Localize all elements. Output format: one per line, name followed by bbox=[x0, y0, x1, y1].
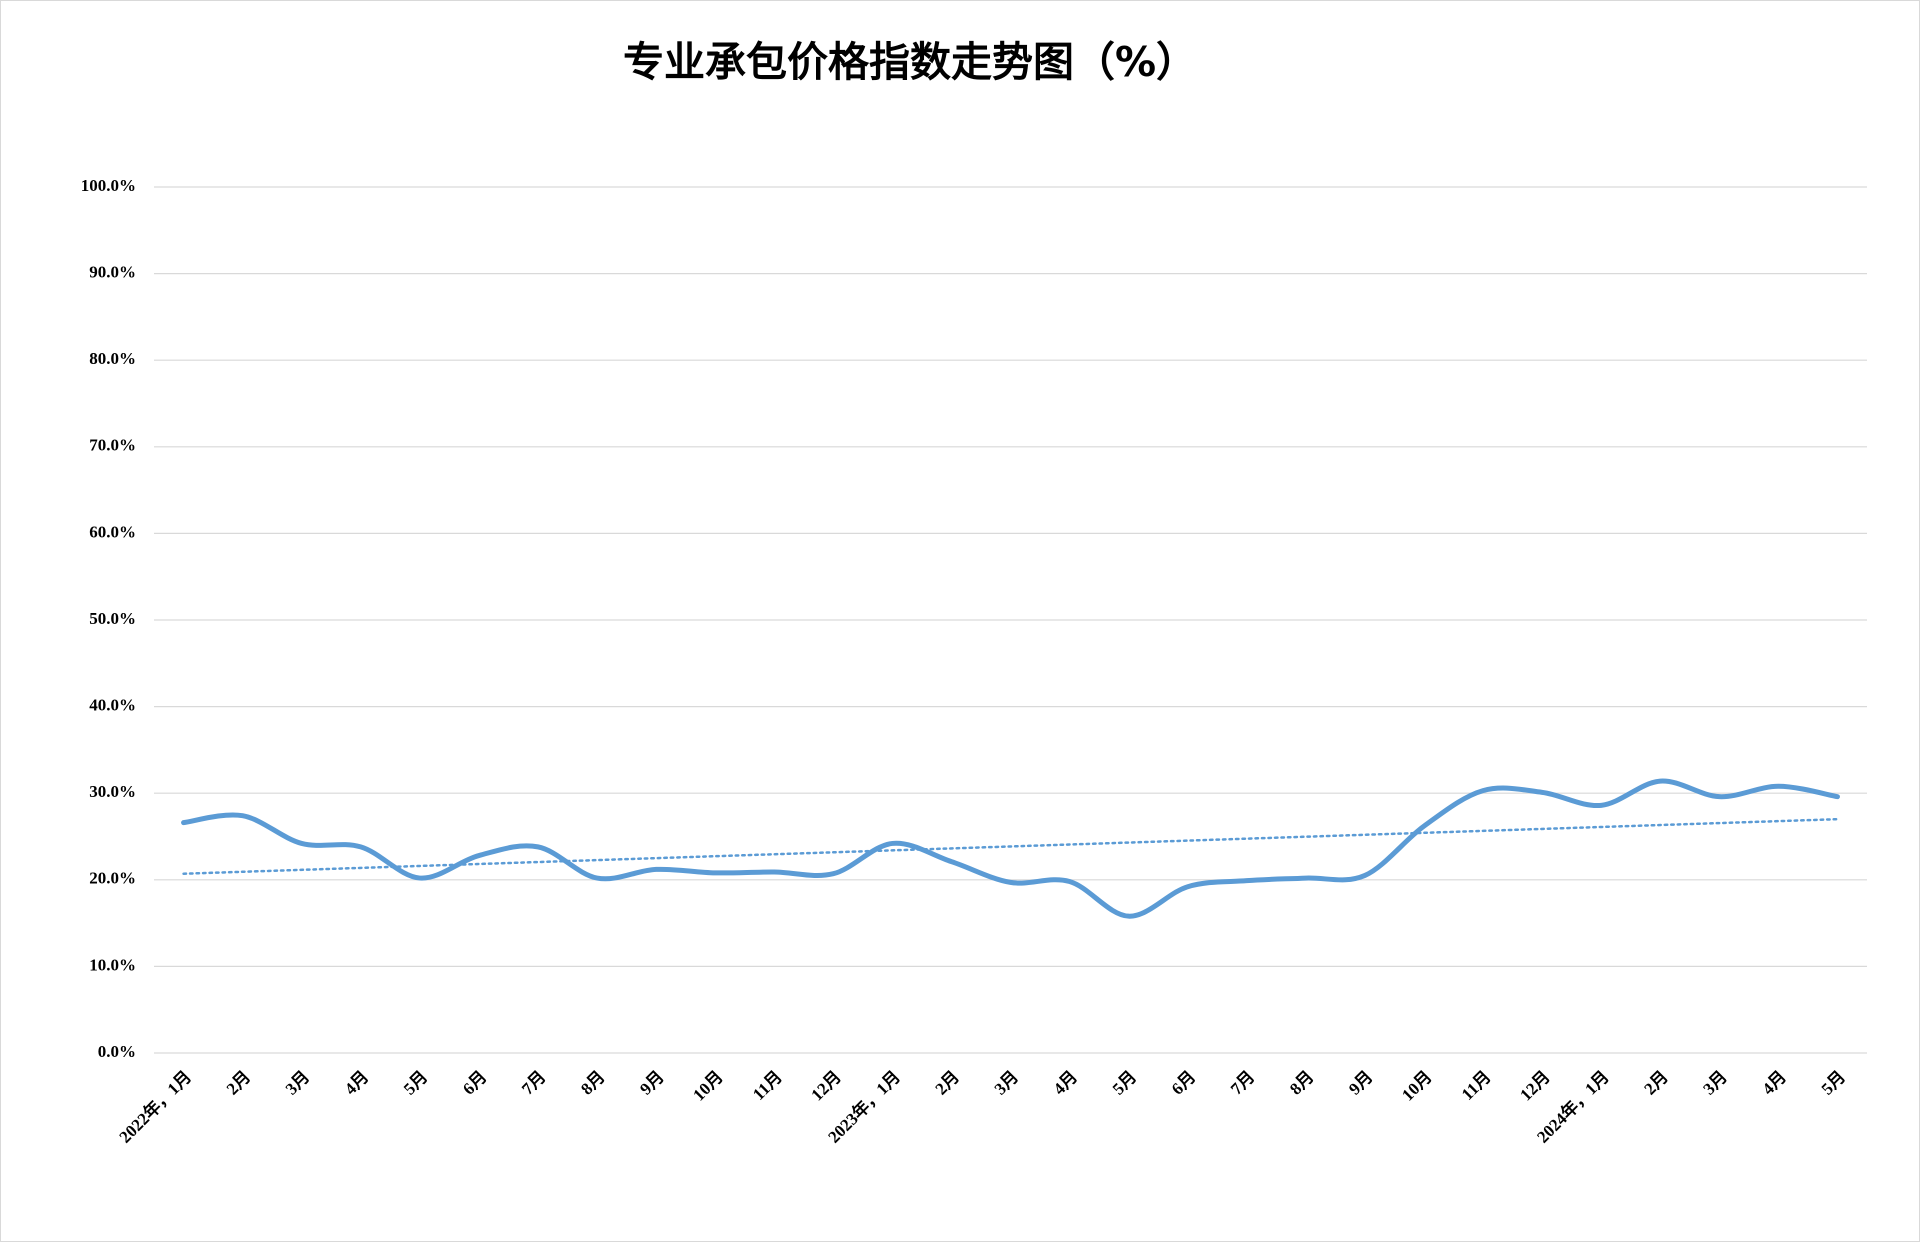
y-tick-label: 90.0% bbox=[89, 263, 136, 282]
y-tick-label: 0.0% bbox=[98, 1042, 136, 1061]
y-tick-label: 80.0% bbox=[89, 349, 136, 368]
y-tick-label: 40.0% bbox=[89, 696, 136, 715]
chart-title: 专业承包价格指数走势图（%） bbox=[623, 38, 1197, 86]
y-tick-label: 50.0% bbox=[89, 609, 136, 628]
y-tick-label: 10.0% bbox=[89, 955, 136, 974]
y-tick-label: 70.0% bbox=[89, 436, 136, 455]
y-tick-label: 20.0% bbox=[89, 869, 136, 888]
series-line bbox=[181, 778, 1840, 919]
y-tick-label: 100.0% bbox=[81, 176, 136, 195]
y-tick-label: 60.0% bbox=[89, 522, 136, 541]
y-tick-label: 30.0% bbox=[89, 782, 136, 801]
